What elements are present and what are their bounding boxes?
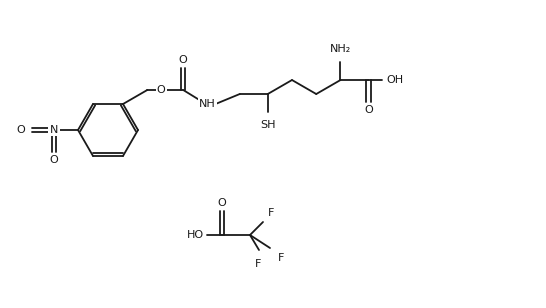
Text: NH₂: NH₂: [330, 44, 351, 54]
Text: O: O: [364, 105, 373, 115]
Text: OH: OH: [387, 75, 403, 85]
Text: O: O: [179, 55, 188, 65]
Text: F: F: [278, 253, 284, 263]
Text: F: F: [268, 208, 274, 218]
Text: O: O: [218, 198, 227, 208]
Text: F: F: [255, 259, 261, 269]
Text: HO: HO: [187, 230, 204, 240]
Text: NH: NH: [199, 99, 216, 109]
Text: O: O: [157, 85, 165, 95]
Text: O: O: [16, 125, 25, 135]
Text: O: O: [50, 155, 58, 165]
Text: N: N: [50, 125, 58, 135]
Text: SH: SH: [260, 120, 276, 130]
